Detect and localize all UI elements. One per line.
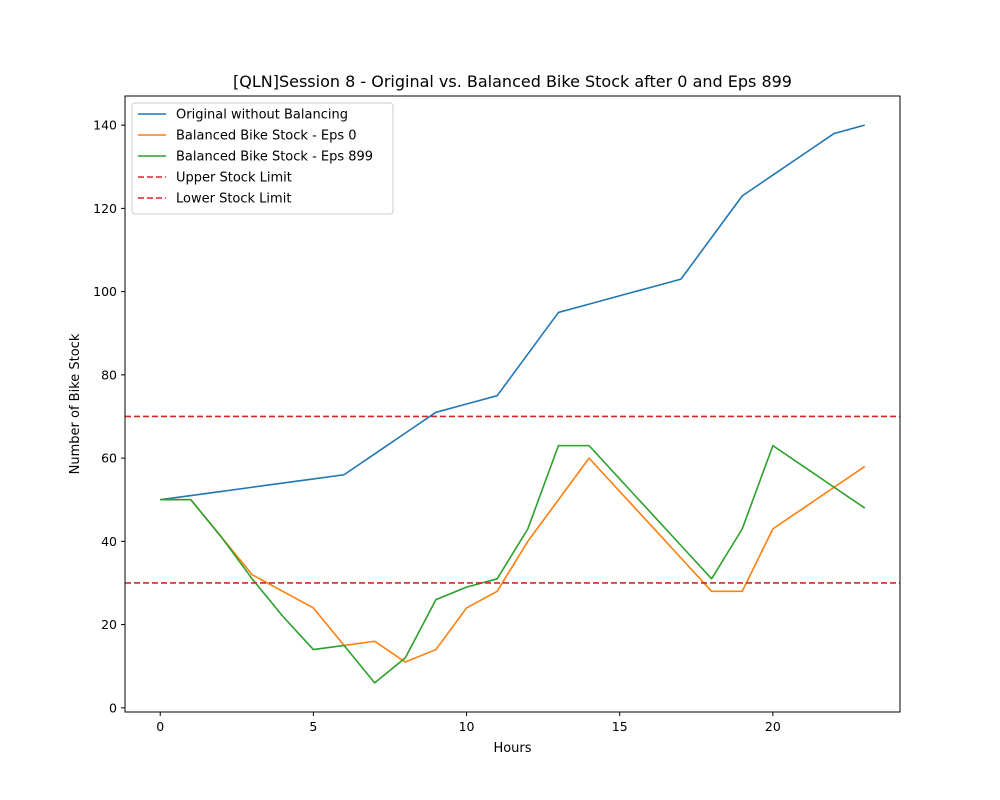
y-tick-label: 40 xyxy=(101,534,117,549)
y-tick-label: 120 xyxy=(93,201,117,216)
y-tick-label: 80 xyxy=(101,367,117,382)
y-tick-label: 60 xyxy=(101,451,117,466)
x-tick-label: 0 xyxy=(156,719,164,734)
series-line-2 xyxy=(160,444,866,684)
legend: Original without Balancing Balanced Bike … xyxy=(131,102,394,215)
legend-label-4: Lower Stock Limit xyxy=(176,192,291,207)
x-tick-label: 10 xyxy=(459,719,475,734)
series-line-1 xyxy=(160,457,866,663)
series-line-0 xyxy=(160,124,865,501)
y-tick-label: 140 xyxy=(93,118,117,133)
chart-title: [QLN]Session 8 - Original vs. Balanced B… xyxy=(233,72,792,91)
x-tick-label: 5 xyxy=(309,719,317,734)
y-axis-label: Number of Bike Stock xyxy=(68,333,83,474)
x-tick-label: 20 xyxy=(765,719,781,734)
legend-box xyxy=(131,102,394,215)
x-axis-label: Hours xyxy=(493,741,531,756)
plot-inner xyxy=(125,124,900,684)
axes: 0 5 10 15 20 0 20 40 60 80 100 120 140 xyxy=(93,118,781,734)
legend-label-0: Original without Balancing xyxy=(176,108,348,123)
plot-frame xyxy=(124,95,901,713)
x-tick-label: 15 xyxy=(612,719,628,734)
y-tick-label: 0 xyxy=(109,700,117,715)
legend-label-1: Balanced Bike Stock - Eps 0 xyxy=(176,129,357,144)
plot-area xyxy=(125,124,900,684)
legend-label-3: Upper Stock Limit xyxy=(176,171,292,186)
y-tick-label: 20 xyxy=(101,617,117,632)
legend-label-2: Balanced Bike Stock - Eps 899 xyxy=(176,150,373,165)
y-tick-label: 100 xyxy=(93,284,117,299)
